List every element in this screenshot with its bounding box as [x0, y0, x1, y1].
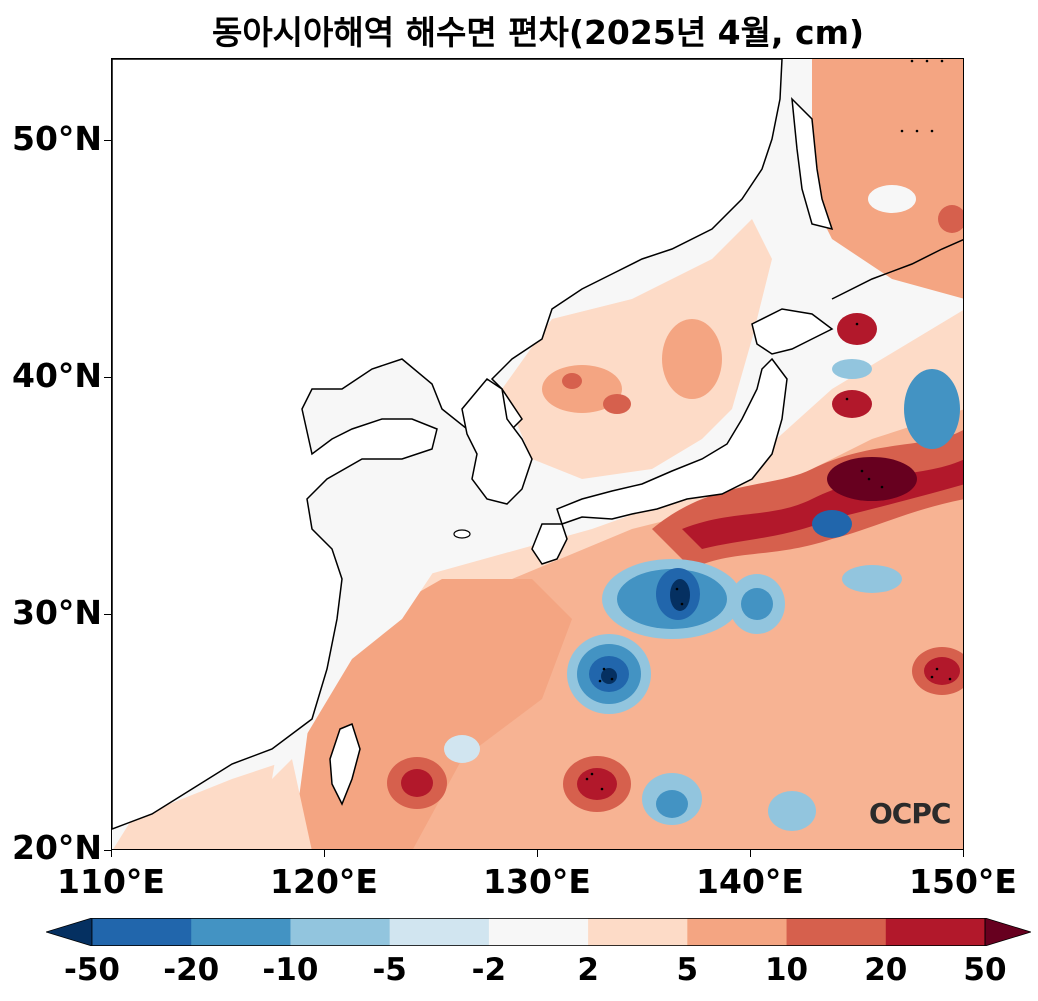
colorbar-label: -5 — [372, 952, 407, 988]
lat-label-20n: 20°N — [12, 828, 103, 867]
colorbar-segment — [191, 918, 291, 946]
colorbar-segment — [786, 918, 887, 946]
colorbar-extend-high — [984, 918, 1031, 946]
sea-level-anomaly-map: OCPC — [111, 58, 964, 850]
lon-label-120e: 120°E — [270, 862, 378, 901]
colorbar-label: 20 — [864, 952, 908, 988]
lon-label-110e: 110°E — [57, 862, 165, 901]
lon-label-150e: 150°E — [909, 862, 1017, 901]
lat-tick-mark — [104, 614, 111, 615]
lon-label-130e: 130°E — [483, 862, 591, 901]
lat-label-50n: 50°N — [12, 119, 103, 158]
map-title: 동아시아해역 해수면 편차(2025년 4월, cm) — [211, 13, 865, 52]
ocpc-logo: OCPC — [869, 797, 951, 830]
lat-tick-mark — [104, 140, 111, 141]
colorbar-label: 2 — [577, 952, 599, 988]
colorbar-label: -50 — [63, 952, 120, 988]
colorbar — [46, 918, 1031, 946]
anomaly-field — [112, 59, 963, 849]
colorbar-label: -2 — [471, 952, 507, 988]
lon-label-140e: 140°E — [696, 862, 804, 901]
colorbar-segment — [488, 918, 589, 946]
lon-tick-mark — [750, 850, 751, 857]
lat-label-30n: 30°N — [12, 593, 103, 632]
lat-tick-mark — [104, 377, 111, 378]
colorbar-segment — [290, 918, 391, 946]
colorbar-extend-low — [46, 918, 93, 946]
colorbar-label: 5 — [676, 952, 699, 988]
lon-tick-mark — [324, 850, 325, 857]
colorbar-label: 50 — [963, 952, 1007, 988]
colorbar-label: -20 — [163, 952, 220, 988]
lon-tick-mark — [537, 850, 538, 857]
colorbar-segment — [92, 918, 192, 946]
colorbar-segment — [885, 918, 986, 946]
lat-tick-mark — [104, 850, 111, 851]
colorbar-segment — [389, 918, 490, 946]
colorbar-segment — [588, 918, 688, 946]
colorbar-segment — [687, 918, 788, 946]
colorbar-label: -10 — [262, 952, 319, 988]
colorbar-frame — [91, 918, 986, 946]
lon-tick-mark — [111, 850, 112, 857]
lon-tick-mark — [963, 850, 964, 857]
lat-label-40n: 40°N — [12, 356, 103, 395]
colorbar-label: 10 — [764, 952, 809, 988]
